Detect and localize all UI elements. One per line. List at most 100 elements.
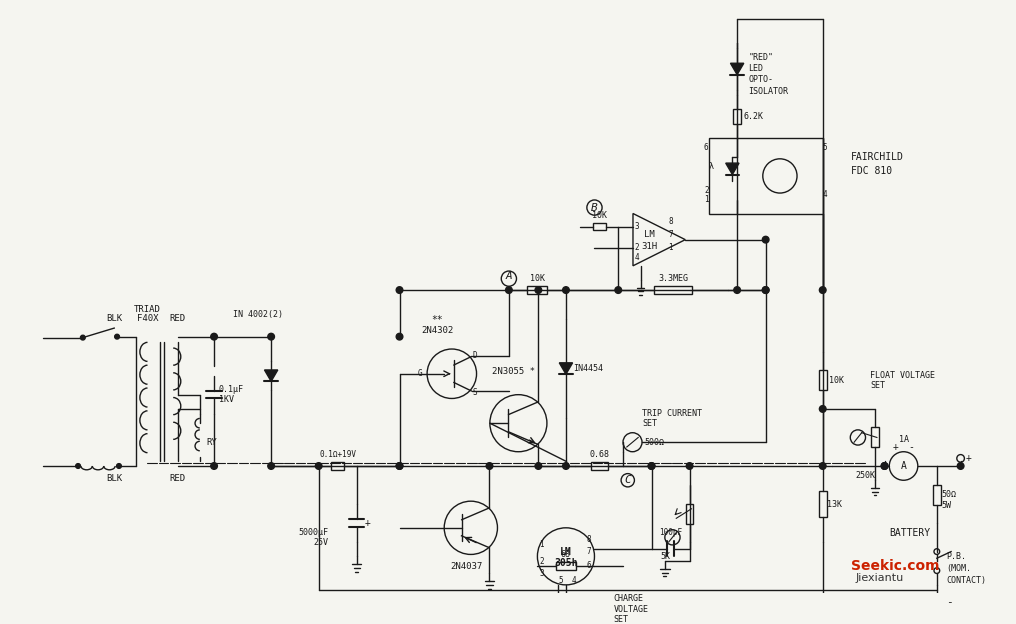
Text: 5: 5 <box>559 575 564 585</box>
Text: TRIP CURRENT
SET: TRIP CURRENT SET <box>642 409 702 428</box>
Text: B: B <box>591 203 597 213</box>
Circle shape <box>615 287 622 293</box>
Text: RY: RY <box>206 437 217 447</box>
Text: 1A: 1A <box>898 435 908 444</box>
Text: +: + <box>893 442 899 452</box>
Text: 2: 2 <box>704 186 708 195</box>
Bar <box>591 462 608 470</box>
Text: 2: 2 <box>539 557 544 565</box>
Text: 6: 6 <box>587 562 591 570</box>
Circle shape <box>734 287 741 293</box>
Text: (MOM.: (MOM. <box>946 564 971 573</box>
Circle shape <box>648 462 655 469</box>
Text: 100pF: 100pF <box>659 529 682 537</box>
Text: 31H: 31H <box>641 242 657 251</box>
Text: 6: 6 <box>704 143 708 152</box>
Text: IN4454: IN4454 <box>574 364 604 373</box>
Text: D: D <box>472 351 478 359</box>
Text: 10K: 10K <box>591 211 607 220</box>
Circle shape <box>76 464 80 469</box>
Text: 1: 1 <box>704 195 708 204</box>
Bar <box>556 562 576 570</box>
Text: RED: RED <box>170 314 186 323</box>
Circle shape <box>819 462 826 469</box>
Bar <box>708 138 823 214</box>
Circle shape <box>315 462 322 469</box>
Circle shape <box>762 287 769 293</box>
Text: BLK: BLK <box>106 474 122 482</box>
Text: 6.2K: 6.2K <box>744 112 764 121</box>
Text: CHARGE
VOLTAGE
SET: CHARGE VOLTAGE SET <box>614 595 648 624</box>
Text: 4: 4 <box>571 575 576 585</box>
Circle shape <box>819 406 826 412</box>
Circle shape <box>563 287 569 293</box>
Circle shape <box>268 333 274 340</box>
Circle shape <box>80 335 85 340</box>
Text: 305h: 305h <box>554 558 578 568</box>
Circle shape <box>934 602 940 609</box>
Text: ISOLATOR: ISOLATOR <box>749 87 788 96</box>
Circle shape <box>563 462 569 469</box>
Bar <box>331 462 344 470</box>
Text: 250K: 250K <box>855 470 876 480</box>
Text: 7: 7 <box>587 547 591 556</box>
Text: "RED": "RED" <box>749 52 773 62</box>
Text: 50Ω: 50Ω <box>942 490 957 499</box>
Bar <box>734 109 741 124</box>
Polygon shape <box>725 163 739 175</box>
Text: IN 4002(2): IN 4002(2) <box>233 310 283 319</box>
Circle shape <box>506 287 512 293</box>
Text: F40X: F40X <box>137 314 158 323</box>
Circle shape <box>396 287 403 293</box>
Text: λ: λ <box>708 162 713 171</box>
Circle shape <box>819 602 826 609</box>
Text: 2N4302: 2N4302 <box>422 326 454 334</box>
Text: 1: 1 <box>539 540 544 549</box>
Circle shape <box>762 287 769 293</box>
Circle shape <box>535 287 542 293</box>
Text: Jiexiantu: Jiexiantu <box>856 573 904 583</box>
Circle shape <box>486 462 493 469</box>
Text: 10K: 10K <box>530 275 545 283</box>
Text: 7: 7 <box>669 230 673 239</box>
Text: 5K: 5K <box>660 552 671 560</box>
Bar <box>592 223 606 230</box>
Text: 0.68: 0.68 <box>589 451 610 459</box>
Text: RED: RED <box>170 474 186 482</box>
Text: BLK: BLK <box>106 314 122 323</box>
Text: 4: 4 <box>635 253 639 263</box>
Text: LM: LM <box>644 230 655 240</box>
Text: -: - <box>946 597 953 607</box>
Text: 8: 8 <box>669 217 673 226</box>
Polygon shape <box>559 363 573 374</box>
Circle shape <box>686 462 693 469</box>
Text: 8: 8 <box>587 535 591 544</box>
Text: 2N4037: 2N4037 <box>450 562 483 571</box>
Text: 0.1μF: 0.1μF <box>218 386 244 394</box>
Circle shape <box>881 462 888 469</box>
Text: BATTERY: BATTERY <box>889 527 931 537</box>
Bar <box>527 286 548 294</box>
Circle shape <box>819 287 826 293</box>
Circle shape <box>210 462 217 469</box>
Bar <box>933 485 941 505</box>
Text: G: G <box>418 369 423 378</box>
Circle shape <box>115 334 120 339</box>
Circle shape <box>881 462 888 469</box>
Text: P.B.: P.B. <box>946 552 966 561</box>
Circle shape <box>535 462 542 469</box>
Text: 5W: 5W <box>942 502 952 510</box>
Bar <box>871 427 879 447</box>
Circle shape <box>268 462 274 469</box>
Text: 5: 5 <box>823 143 827 152</box>
Text: -: - <box>908 442 914 452</box>
Text: FAIRCHILD: FAIRCHILD <box>851 152 904 162</box>
Circle shape <box>396 462 403 469</box>
Text: **: ** <box>432 315 443 325</box>
Text: OPTO-: OPTO- <box>749 76 773 84</box>
Text: Seekic.com: Seekic.com <box>851 559 940 573</box>
Text: 25V: 25V <box>313 537 328 547</box>
Text: 13K: 13K <box>827 500 842 509</box>
Text: 5000μF: 5000μF <box>298 528 328 537</box>
Polygon shape <box>264 370 277 381</box>
